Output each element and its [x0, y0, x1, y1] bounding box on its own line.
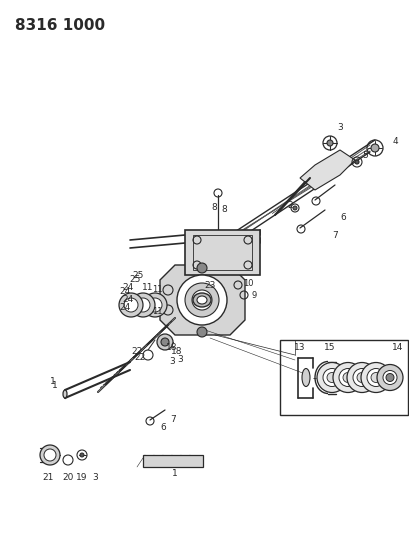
Text: 1: 1 [52, 381, 58, 390]
Circle shape [119, 293, 143, 317]
Text: 5: 5 [361, 150, 367, 159]
Text: 3: 3 [92, 472, 98, 481]
Polygon shape [299, 150, 354, 190]
Text: 8: 8 [220, 206, 226, 214]
Circle shape [157, 334, 173, 350]
Circle shape [44, 449, 56, 461]
Circle shape [354, 160, 358, 164]
Circle shape [326, 373, 336, 383]
Text: 11: 11 [142, 284, 153, 293]
Text: 22: 22 [131, 348, 142, 357]
Text: 6: 6 [160, 424, 166, 432]
Circle shape [376, 365, 402, 391]
Text: 9: 9 [251, 290, 256, 300]
Circle shape [80, 453, 84, 457]
Text: 11: 11 [151, 286, 162, 295]
Circle shape [191, 290, 211, 310]
Circle shape [136, 298, 150, 312]
Text: 3: 3 [169, 358, 175, 367]
Circle shape [346, 362, 376, 392]
Circle shape [342, 373, 352, 383]
Circle shape [316, 362, 346, 392]
Text: 3: 3 [336, 124, 342, 133]
Text: 1: 1 [50, 377, 56, 386]
Circle shape [131, 293, 155, 317]
Text: 4: 4 [391, 138, 397, 147]
Ellipse shape [301, 368, 309, 386]
Text: 18: 18 [171, 348, 182, 357]
Bar [184, 230, 259, 275]
Circle shape [124, 298, 138, 312]
Text: 7: 7 [170, 416, 175, 424]
Circle shape [385, 374, 393, 382]
Text: 1: 1 [172, 470, 178, 479]
Text: 22: 22 [134, 353, 145, 362]
Text: 11: 11 [151, 308, 162, 317]
Polygon shape [160, 265, 245, 335]
Text: 18: 18 [166, 343, 178, 352]
Text: 6: 6 [339, 214, 345, 222]
Circle shape [326, 140, 332, 146]
Text: 25: 25 [129, 276, 140, 285]
Circle shape [184, 283, 218, 317]
Text: 24: 24 [119, 303, 130, 311]
Circle shape [332, 362, 362, 392]
Circle shape [352, 368, 370, 386]
Bar [279, 340, 407, 415]
Circle shape [177, 275, 227, 325]
Text: 24: 24 [122, 295, 133, 304]
Circle shape [161, 338, 169, 346]
Text: 7: 7 [331, 230, 337, 239]
Circle shape [382, 370, 396, 384]
Bar [193, 235, 252, 270]
Circle shape [360, 362, 390, 392]
Circle shape [196, 327, 207, 337]
Ellipse shape [63, 390, 67, 398]
Text: 19: 19 [76, 472, 88, 481]
Ellipse shape [196, 296, 207, 304]
Text: 8: 8 [211, 204, 216, 213]
Text: 24: 24 [119, 287, 130, 296]
Text: 20: 20 [62, 472, 74, 481]
Text: 10: 10 [242, 279, 253, 287]
Circle shape [338, 368, 356, 386]
Text: 15: 15 [324, 343, 335, 352]
Text: 3: 3 [177, 356, 182, 365]
Text: 25: 25 [132, 271, 143, 279]
Text: 23: 23 [204, 280, 215, 289]
Text: 14: 14 [391, 343, 403, 352]
Text: 8316 1000: 8316 1000 [15, 18, 105, 33]
Bar [143, 455, 202, 467]
Circle shape [40, 445, 60, 465]
Text: 13: 13 [294, 343, 305, 352]
Circle shape [366, 368, 384, 386]
Circle shape [356, 373, 366, 383]
Text: 21: 21 [42, 472, 54, 481]
Circle shape [143, 293, 166, 317]
Circle shape [370, 373, 380, 383]
Circle shape [292, 206, 296, 210]
Circle shape [370, 144, 378, 152]
Text: 2: 2 [286, 200, 292, 209]
Circle shape [148, 298, 162, 312]
Circle shape [322, 368, 340, 386]
Ellipse shape [193, 293, 211, 307]
Circle shape [196, 263, 207, 273]
Text: 24: 24 [122, 282, 133, 292]
